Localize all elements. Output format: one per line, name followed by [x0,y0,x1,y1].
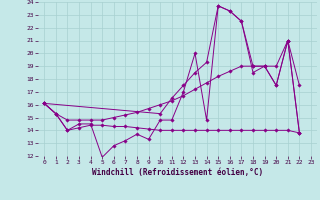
X-axis label: Windchill (Refroidissement éolien,°C): Windchill (Refroidissement éolien,°C) [92,168,263,177]
